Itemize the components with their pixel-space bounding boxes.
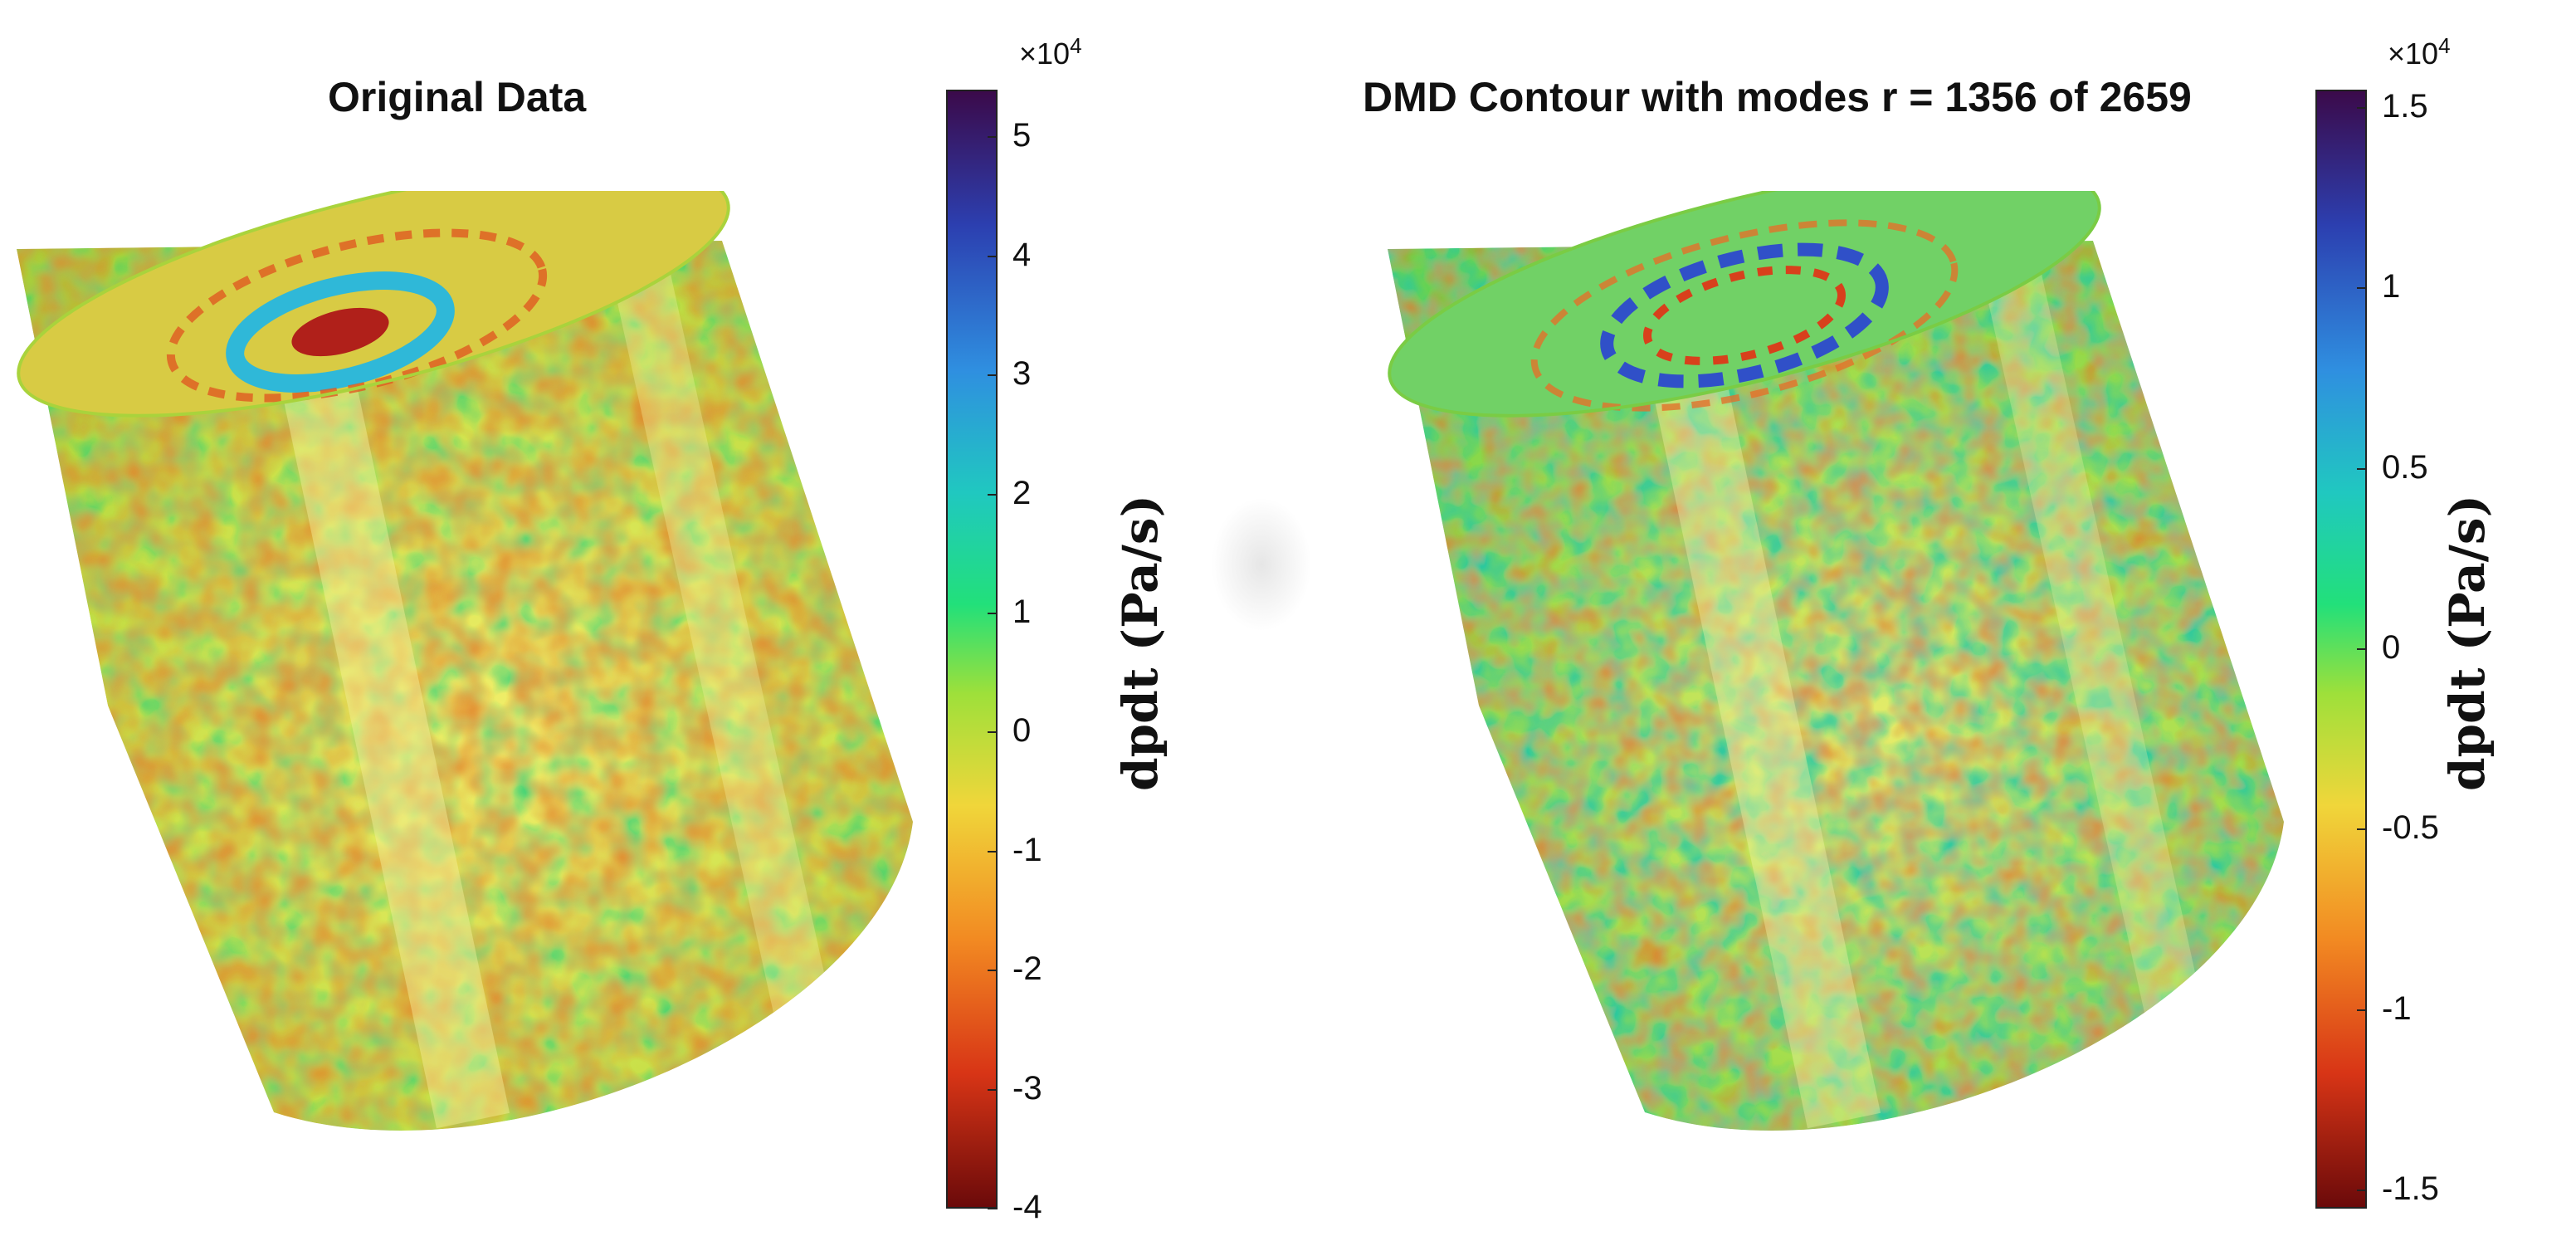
right-cylinder-image: [1388, 191, 2284, 1131]
right-exponent-power: 4: [2438, 33, 2451, 58]
left-colorbar-label: dpdt (Pa/s): [1112, 494, 1168, 791]
left-colorbar-exponent: ×104: [1019, 33, 1082, 71]
left-colorbar: [946, 90, 998, 1209]
right-colorbar-tick-label: -1: [2382, 989, 2412, 1027]
left-cylinder-image: [17, 191, 913, 1131]
left-exponent-base: ×10: [1019, 37, 1071, 71]
right-colorbar-tick-label: 0: [2382, 629, 2401, 666]
right-colorbar-tick-label: 1.5: [2382, 87, 2428, 125]
left-colorbar-tick-label: 4: [1012, 236, 1032, 273]
right-panel: DMD Contour with modes r = 1356 of 2659 …: [1288, 0, 2576, 1241]
left-colorbar-tickmark: [988, 255, 998, 257]
right-exponent-base: ×10: [2388, 37, 2439, 71]
right-title: DMD Contour with modes r = 1356 of 2659: [1363, 74, 2192, 120]
left-colorbar-tickmark: [988, 612, 998, 614]
left-colorbar-tickmark: [988, 374, 998, 377]
right-colorbar-tick-label: 0.5: [2382, 448, 2428, 486]
left-colorbar-tick-label: -1: [1012, 831, 1042, 868]
left-panel: Original Data ×104: [17, 33, 1168, 1225]
right-colorbar-tickmark: [2357, 1190, 2367, 1192]
left-colorbar-tickmark: [988, 136, 998, 139]
left-colorbar-tickmark: [988, 731, 998, 734]
left-colorbar-tick-label: 1: [1012, 593, 1032, 630]
center-smudge: [1212, 498, 1311, 631]
right-colorbar-tickmark: [2357, 287, 2367, 290]
left-colorbar-tickmark: [988, 493, 998, 496]
left-colorbar-tickmark: [988, 850, 998, 853]
left-colorbar-tick-label: -2: [1012, 950, 1042, 988]
left-colorbar-tickmark: [988, 1088, 998, 1091]
left-colorbar-tick-label: -4: [1012, 1189, 1042, 1225]
right-colorbar-tick-label: -1.5: [2382, 1170, 2439, 1208]
left-colorbar-tick-label: 0: [1012, 712, 1032, 750]
right-colorbar-tickmark: [2357, 648, 2367, 650]
left-colorbar-tick-label: 3: [1012, 355, 1032, 393]
left-colorbar-tickmark: [988, 1208, 998, 1209]
right-colorbar-tickmark: [2357, 106, 2367, 109]
right-colorbar-tickmark: [2357, 1009, 2367, 1011]
left-colorbar-tick-label: 5: [1012, 117, 1032, 154]
left-colorbar-tick-label: 2: [1012, 474, 1032, 511]
left-title: Original Data: [328, 74, 587, 120]
left-exponent-power: 4: [1070, 33, 1082, 58]
right-colorbar-tick-label: 1: [2382, 268, 2401, 305]
right-colorbar-label: dpdt (Pa/s): [2439, 494, 2496, 791]
right-colorbar-tickmark: [2357, 467, 2367, 470]
left-colorbar-tickmark: [988, 970, 998, 972]
right-colorbar-tickmark: [2357, 828, 2367, 831]
left-colorbar-tick-label: -3: [1012, 1069, 1042, 1107]
right-colorbar-exponent: ×104: [2388, 33, 2451, 71]
right-colorbar-tick-label: -0.5: [2382, 809, 2439, 847]
